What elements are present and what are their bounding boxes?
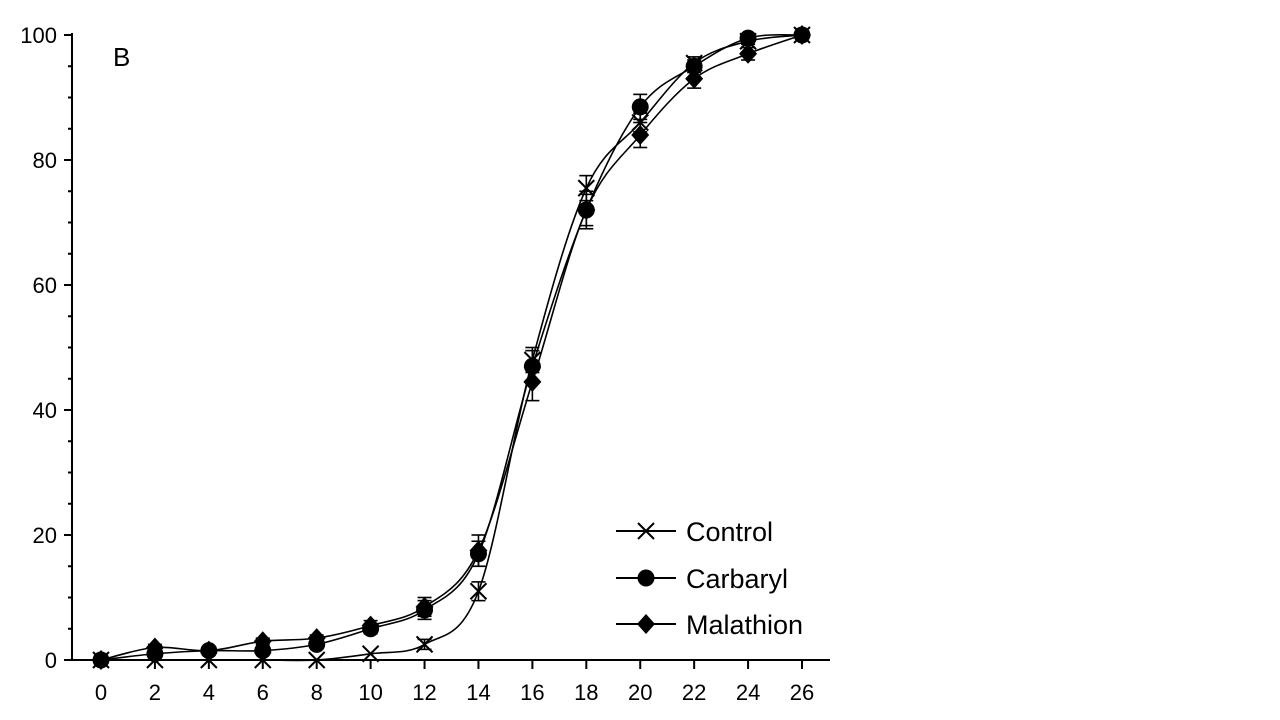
malathion-point [145,637,164,658]
x-marker-stroke [637,522,655,540]
x-tick-label: 12 [412,680,436,705]
x-tick-label: 0 [95,680,107,705]
x-tick-label: 14 [466,680,490,705]
malathion-point [523,371,542,392]
malathion-point [631,125,650,145]
legend: Control Carbaryl Malathion [616,517,803,640]
y-tick-label: 20 [33,523,57,548]
legend-label-carbaryl: Carbaryl [686,564,788,594]
x-tick-label: 10 [358,680,382,705]
y-tick-label: 40 [33,398,57,423]
x-tick-label: 6 [257,680,269,705]
x-marker-stroke [469,582,488,600]
x-marker-stroke [631,113,649,132]
malathion-point [739,43,758,64]
y-tick-label: 100 [20,23,57,48]
control-point [415,635,434,654]
x-marker-stroke [307,651,326,669]
x-marker-stroke [415,635,434,654]
y-tick-label: 0 [45,648,57,673]
control-line [101,34,803,662]
x-tick-label: 8 [311,680,323,705]
malathion-point [577,200,596,220]
legend-marker-control [637,522,655,540]
series-markers [92,25,811,670]
control-point [469,582,488,600]
malathion-point [415,596,434,617]
legend-marker-carbaryl [637,569,655,587]
y-tick-label: 80 [33,148,57,173]
malathion-point [199,640,218,661]
carbaryl-point [685,57,703,75]
control-point [631,113,649,132]
malathion-point [469,540,488,561]
x-tick-label: 26 [790,680,814,705]
x-tick-label: 18 [574,680,598,705]
carbaryl-point [739,29,757,47]
control-point [307,651,326,669]
legend-label-malathion: Malathion [686,610,803,640]
legend-label-control: Control [686,517,773,547]
y-tick-label: 60 [33,273,57,298]
x-tick-label: 20 [628,680,652,705]
x-marker-stroke [361,645,380,663]
control-point [361,645,380,663]
malathion-point [685,68,704,89]
malathion-point [361,615,380,636]
x-marker-stroke [577,179,596,197]
malathion-point [253,631,272,652]
x-tick-label: 2 [149,680,161,705]
x-tick-label: 24 [736,680,760,705]
control-point [577,179,596,197]
malathion-point [793,25,811,45]
carbaryl-point [631,98,649,116]
carbaryl-point [523,357,541,375]
malathion-point [307,628,326,649]
x-tick-label: 22 [682,680,706,705]
legend-marker-malathion [637,614,655,634]
panel-label: B [113,42,130,72]
x-tick-label: 16 [520,680,544,705]
malathion-point [92,650,110,670]
x-tick-label: 4 [203,680,215,705]
